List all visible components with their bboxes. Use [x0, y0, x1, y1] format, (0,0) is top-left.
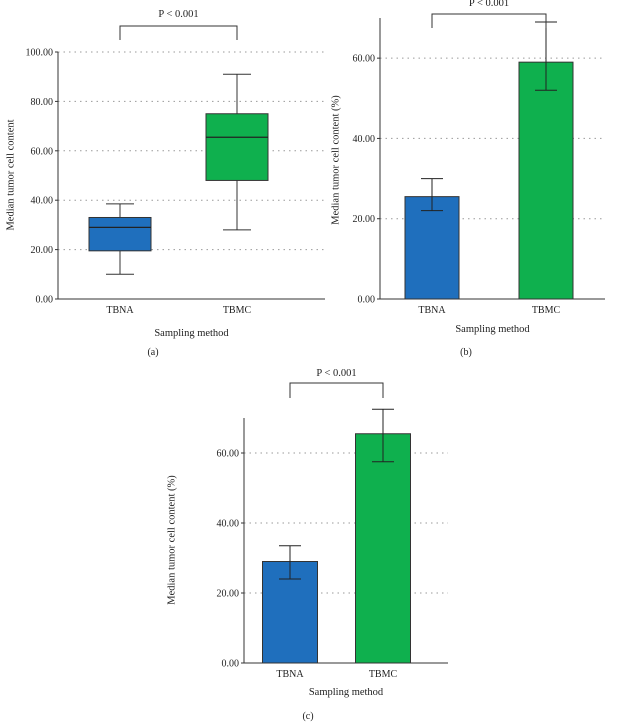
panel-a-x-axis-title: Sampling method	[154, 328, 229, 339]
panel-a-box-0	[88, 216, 152, 252]
panel-b-y-axis-title: Median tumor cell content (%)	[331, 95, 342, 225]
panel-a-significance-bracket	[119, 25, 238, 40]
panel-a-box-1	[205, 113, 269, 181]
panel-a-significance-label: P < 0.001	[158, 9, 198, 20]
panel-a-ytick-label-5: 100.00	[26, 48, 54, 59]
panel-b-ytick-label-2: 40.00	[353, 134, 376, 145]
panel-c-significance-bracket	[289, 382, 384, 398]
panel-c-ytick-label-1: 20.00	[217, 589, 240, 600]
panel-c-y-axis-title: Median tumor cell content (%)	[167, 475, 178, 605]
panel-a-ytick-label-4: 80.00	[31, 97, 54, 108]
panel-c-bar-chart: 0.00 20.00 40.00 60.00 TBNA TBMC Sampling meth…	[167, 368, 448, 698]
panel-b-caption: (b)	[460, 347, 472, 358]
panel-a-ytick-label-0: 0.00	[36, 295, 54, 306]
panel-b-bar-0	[404, 196, 460, 300]
panel-b-x-axis-title: Sampling method	[455, 324, 530, 335]
panel-c-ytick-label-0: 0.00	[222, 659, 240, 670]
panel-c-caption: (c)	[302, 711, 313, 722]
panel-c-ytick-label-3: 60.00	[217, 449, 240, 460]
panel-b-ytick-label-3: 60.00	[353, 54, 376, 65]
panel-a-caption: (a)	[147, 347, 158, 358]
panel-b-ytick-label-0: 0.00	[358, 295, 376, 306]
panel-c-bar-1	[355, 433, 411, 664]
panel-c-ytick-label-2: 40.00	[217, 519, 240, 530]
panel-a-y-axis-title: Median tumor cell content	[6, 119, 17, 230]
panel-b-significance-label: P < 0.001	[469, 0, 509, 9]
panel-b-xtick-label-0: TBNA	[418, 305, 446, 316]
panel-a-boxplot: 0.00 20.00 40.00 60.00 80.00 100.00 TBNA TBMC Sa…	[6, 9, 325, 339]
panel-a-xtick-label-1: TBMC	[223, 305, 252, 316]
panel-c-significance-label: P < 0.001	[316, 368, 356, 379]
panel-a-ytick-label-1: 20.00	[31, 245, 54, 256]
panel-c-xtick-label-1: TBMC	[369, 669, 398, 680]
panel-a-ytick-label-2: 40.00	[31, 196, 54, 207]
panel-c-xtick-label-0: TBNA	[276, 669, 304, 680]
panel-b-bar-1	[518, 61, 574, 300]
panel-c-x-axis-title: Sampling method	[309, 687, 384, 698]
panel-a-ytick-label-3: 60.00	[31, 146, 54, 157]
panel-b-xtick-label-1: TBMC	[532, 305, 561, 316]
panel-a-xtick-label-0: TBNA	[106, 305, 134, 316]
panel-b-significance-bracket	[431, 13, 547, 28]
panel-b-ytick-label-1: 20.00	[353, 214, 376, 225]
